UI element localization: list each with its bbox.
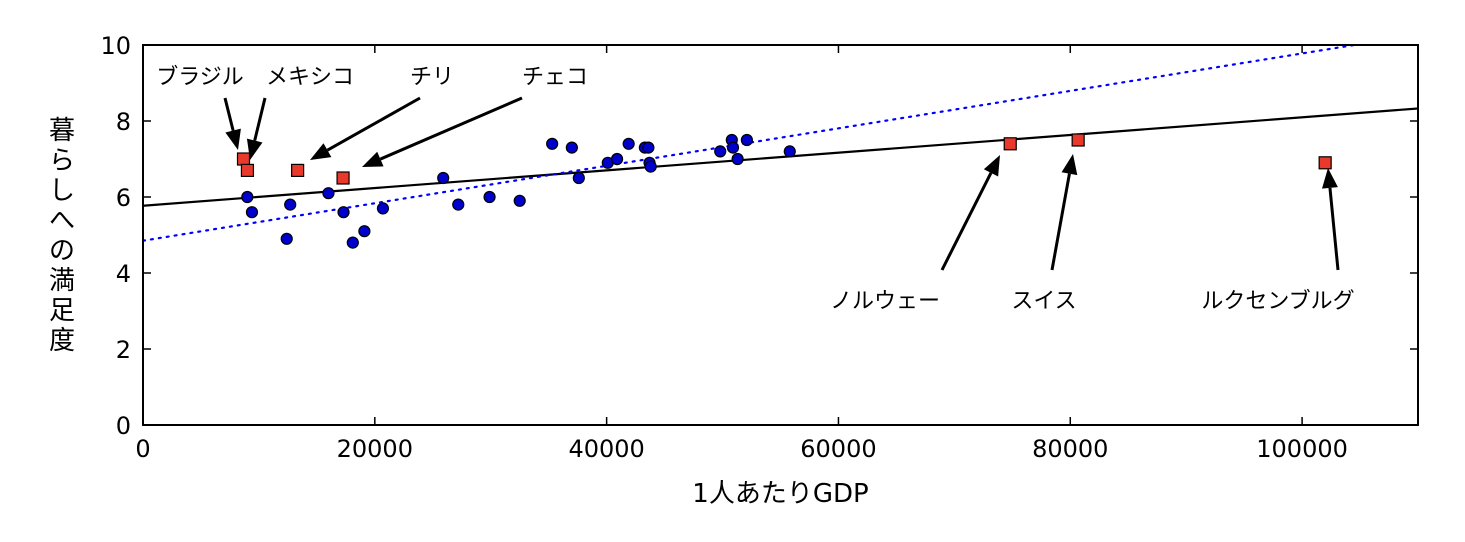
outlier-point (1318, 156, 1332, 170)
annotation-label: ノルウェー (830, 289, 940, 314)
outlier-point (1071, 133, 1085, 147)
data-point (280, 232, 293, 245)
data-point (245, 206, 259, 219)
annotation-arrowhead (310, 143, 332, 160)
annotation-arrow-shaft (379, 96, 523, 161)
data-point (376, 202, 390, 215)
annotation-arrow-shaft (940, 172, 993, 271)
data-point (726, 141, 740, 154)
outlier-point (336, 171, 350, 185)
plot-frame (142, 44, 1419, 426)
x-tick-label: 0 (135, 435, 150, 463)
data-point (642, 141, 655, 154)
x-tick-label: 100000 (1256, 435, 1348, 463)
annotation-arrowhead (983, 155, 1000, 177)
annotation-label: メキシコ (266, 65, 354, 90)
data-points (241, 133, 796, 249)
regression-line-solid (143, 107, 1418, 207)
data-point (337, 206, 350, 219)
annotation-arrow-shaft (1328, 187, 1340, 271)
data-point (731, 152, 744, 166)
data-point (610, 152, 624, 166)
annotation-arrowhead (246, 138, 263, 160)
y-tick-label: 10 (100, 32, 131, 60)
data-point (241, 190, 254, 204)
data-point (644, 160, 657, 173)
data-point (346, 236, 359, 249)
annotation-label: チェコ (522, 65, 588, 90)
outlier-point (1003, 137, 1017, 151)
y-tick-label: 6 (116, 184, 131, 212)
x-tick-label: 60000 (800, 435, 876, 463)
data-point (437, 171, 450, 185)
data-point (740, 133, 753, 147)
data-point (483, 190, 496, 204)
outlier-point (236, 152, 251, 166)
outlier-point (240, 163, 255, 177)
data-point (322, 187, 335, 200)
y-tick-label: 0 (116, 412, 131, 440)
data-point (513, 194, 526, 207)
data-point (783, 145, 796, 158)
data-point (714, 145, 727, 158)
data-point (565, 141, 578, 154)
annotation-label: チリ (410, 65, 454, 90)
axis-ticks (142, 44, 1418, 426)
annotation-arrow-shaft (223, 97, 235, 131)
y-tick-label: 2 (116, 336, 131, 364)
data-point (452, 198, 465, 211)
outlier-point (291, 163, 305, 177)
y-tick-label: 4 (116, 260, 131, 288)
annotation-arrowhead (225, 128, 241, 150)
tick-labels: 0 20000 40000 60000 80000 100000 0 2 4 6 8 10 (100, 32, 1347, 463)
data-point (572, 171, 585, 185)
annotation-arrow-shaft (326, 96, 421, 152)
annotation-arrowhead (1061, 154, 1078, 176)
annotation-label: ブラジル (156, 65, 244, 90)
x-axis-title: 1人あたりGDP (692, 479, 868, 509)
data-point (546, 137, 559, 150)
data-point (284, 198, 297, 211)
regression-lines (143, 45, 1418, 242)
outlier-points (236, 133, 1332, 185)
annotation-arrowhead (1321, 168, 1338, 189)
annotation-label: スイス (1011, 289, 1076, 314)
annotation-arrow-shaft (1050, 173, 1071, 271)
x-tick-label: 20000 (337, 435, 413, 463)
annotation-label: ルクセンブルグ (1201, 289, 1354, 314)
y-axis-title: 暮らしへの満足度 (49, 116, 75, 356)
x-tick-label: 80000 (1032, 435, 1108, 463)
x-tick-label: 40000 (568, 435, 644, 463)
data-point (358, 225, 371, 238)
annotation-arrow-shaft (253, 97, 267, 141)
data-point (622, 137, 635, 150)
annotation-arrowhead (362, 151, 384, 167)
y-tick-label: 8 (116, 108, 131, 136)
